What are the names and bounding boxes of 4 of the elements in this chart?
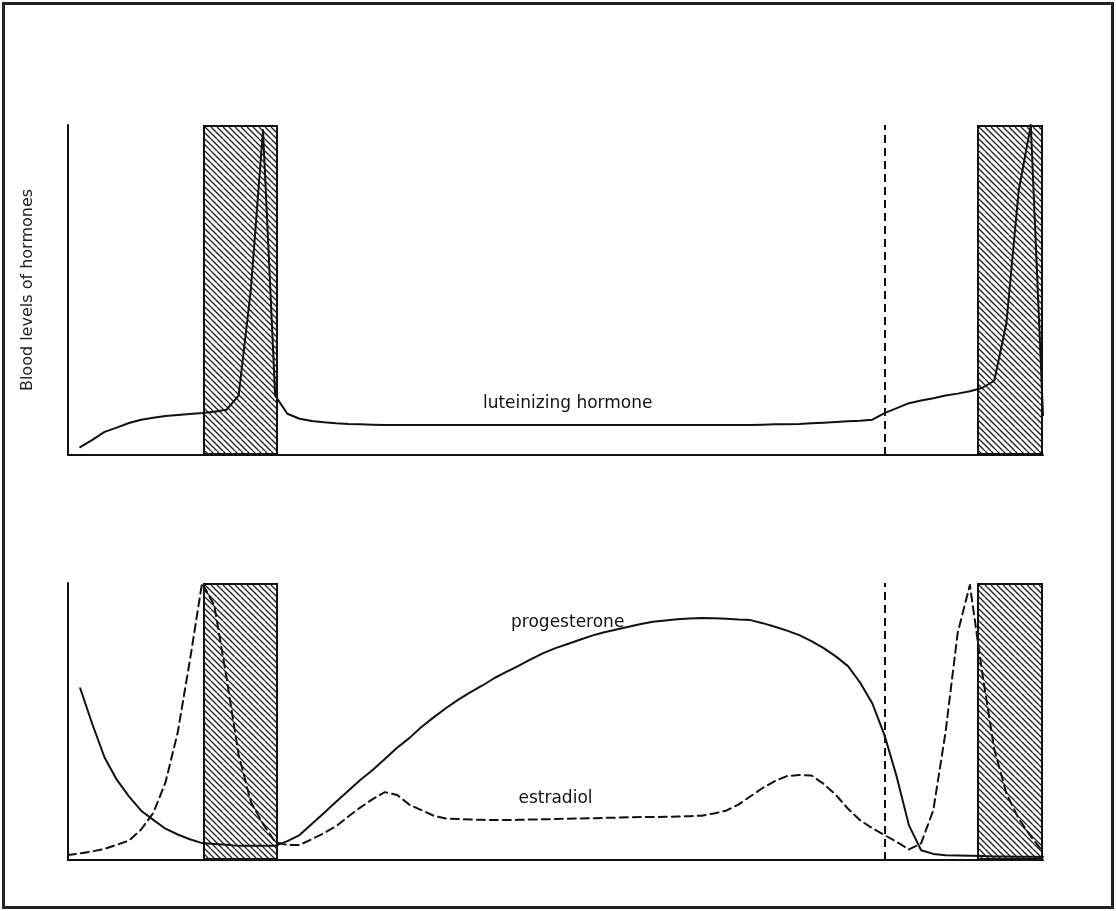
series-label: progesterone <box>511 611 625 632</box>
series-label: luteinizing hormone <box>482 392 653 413</box>
series-label: estradiol <box>518 786 593 807</box>
y-axis-title: Blood levels of hormones <box>16 188 36 392</box>
